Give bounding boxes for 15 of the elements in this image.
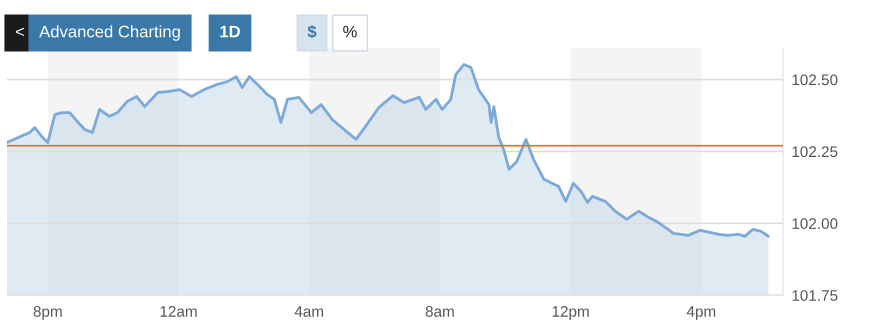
text: 1D <box>220 26 240 38</box>
x-tick-label: 12pm <box>552 306 589 320</box>
y-tick-label: 102.25 <box>792 146 838 158</box>
text: < <box>16 28 24 36</box>
x-tick-label: 4am <box>294 306 324 317</box>
text: $ <box>308 24 316 39</box>
text: % <box>343 26 357 38</box>
x-tick-label: 8pm <box>34 306 62 320</box>
y-tick-label: 102.00 <box>792 218 838 229</box>
y-tick-label: 101.75 <box>792 290 838 301</box>
text: Advanced Charting <box>39 25 180 41</box>
x-tick-label: 4pm <box>686 306 716 320</box>
y-tick-label: 102.50 <box>792 74 838 86</box>
x-tick-label: 12am <box>160 306 197 317</box>
x-tick-label: 8am <box>426 306 454 317</box>
